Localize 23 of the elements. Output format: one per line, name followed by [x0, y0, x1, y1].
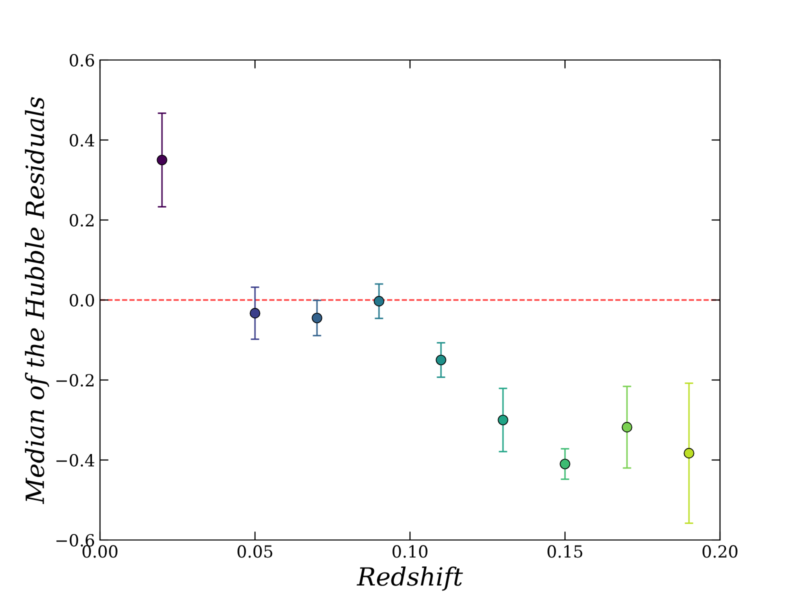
y-tick-label: −0.6: [56, 534, 94, 547]
x-tick-label: 0.00: [82, 545, 118, 558]
y-tick-label: 0.0: [70, 294, 94, 307]
point: [560, 458, 570, 470]
y-tick-label: 0.6: [70, 54, 94, 67]
y-tick-label: −0.4: [56, 454, 94, 467]
point: [156, 154, 168, 166]
x-axis-title: Redshift: [356, 566, 463, 591]
x-tick-label: 0.20: [702, 545, 738, 558]
x-tick-label: 0.10: [392, 545, 428, 558]
point: [498, 414, 508, 426]
point: [312, 312, 322, 324]
y-tick-label: −0.2: [56, 374, 94, 387]
x-tick-label: 0.15: [548, 545, 582, 558]
y-tick-label: 0.2: [70, 214, 94, 227]
y-axis-title: Median of the Hubble Residuals: [24, 97, 50, 504]
x-tick-label: 0.05: [238, 545, 272, 558]
point: [684, 448, 694, 458]
point: [250, 308, 260, 318]
point: [436, 354, 446, 366]
point: [622, 422, 632, 432]
y-tick-label: 0.4: [70, 134, 94, 147]
point: [374, 296, 384, 306]
